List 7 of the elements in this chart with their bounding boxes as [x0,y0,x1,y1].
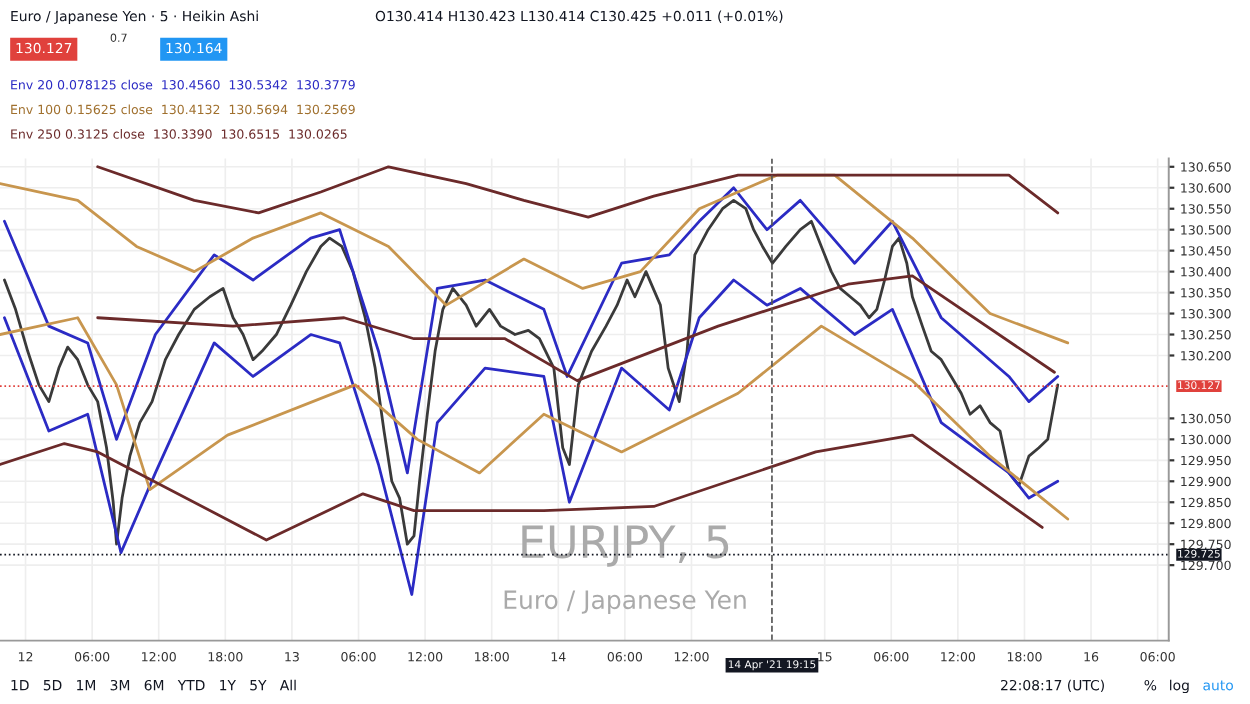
line-series [0,316,1070,521]
line-series [3,186,1060,475]
annotation: Euro / Japanese Yen [504,590,746,615]
line-series [96,165,1060,219]
line-series [96,274,1056,383]
line-series [0,173,1070,345]
annotation: EURJPY, 5 [522,525,729,567]
